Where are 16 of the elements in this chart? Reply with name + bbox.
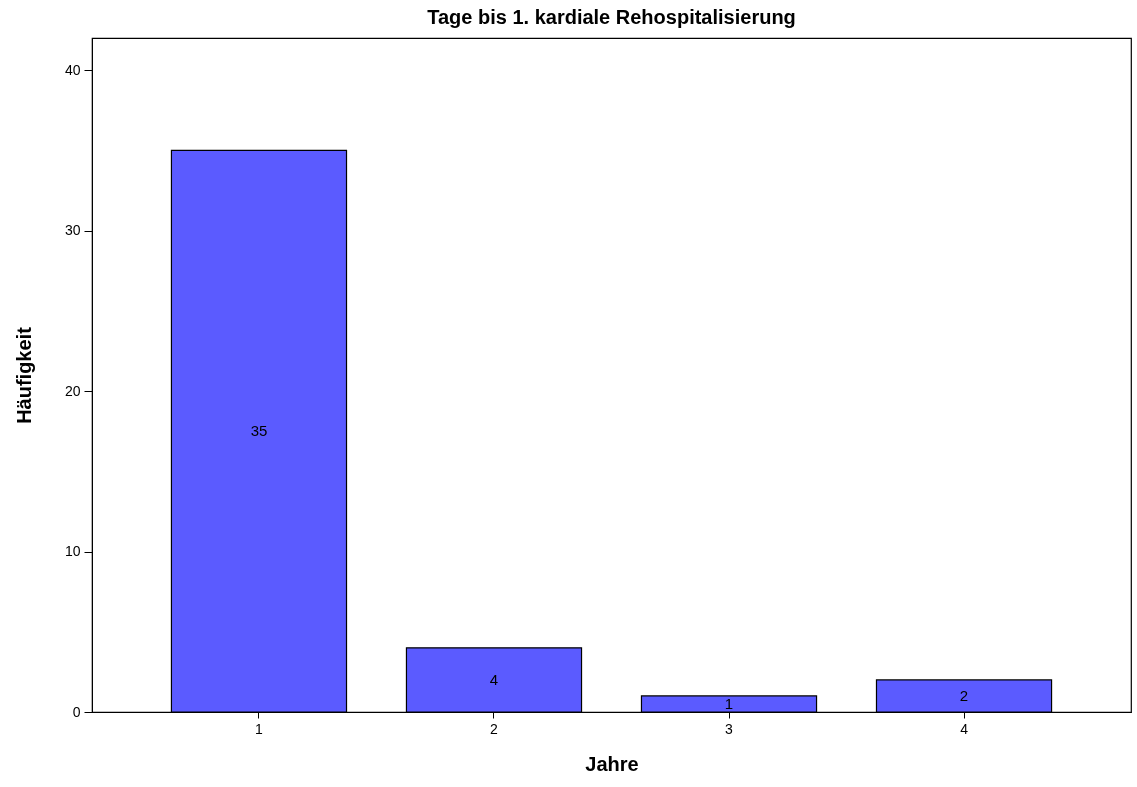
y-tick-label: 10	[64, 543, 81, 560]
y-axis-title: Häufigkeit	[12, 326, 35, 424]
data-label: 4	[489, 670, 499, 688]
data-label: 1	[724, 694, 734, 712]
data-label: 2	[959, 686, 969, 704]
x-axis-title: Jahre	[585, 752, 639, 775]
x-tick-label: 3	[725, 720, 734, 737]
y-tick-label: 0	[72, 703, 81, 720]
x-tick-label: 2	[490, 720, 499, 737]
y-tick-label: 20	[64, 382, 81, 399]
data-label: 35	[250, 422, 268, 440]
x-tick-label: 4	[960, 720, 969, 737]
x-tick-label: 1	[255, 720, 264, 737]
y-tick-label: 40	[64, 61, 81, 78]
y-tick-label: 30	[64, 222, 81, 239]
chart-title: Tage bis 1. kardiale Rehospitalisierung	[427, 6, 796, 28]
